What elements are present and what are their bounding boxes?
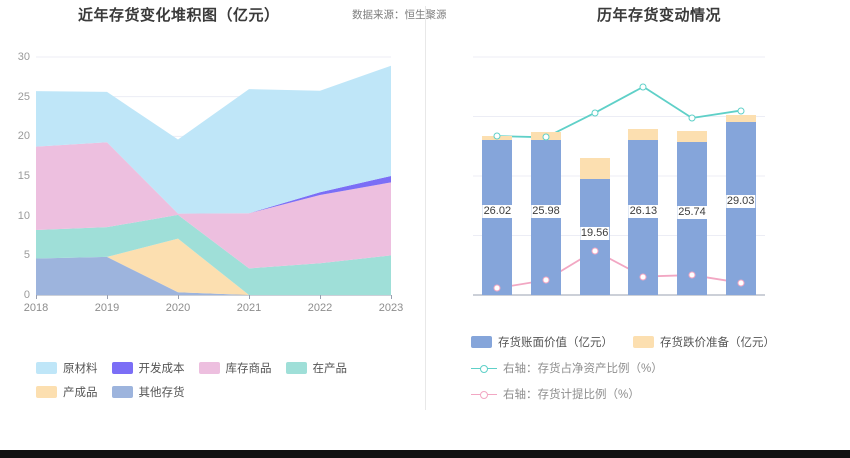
line-point (639, 273, 647, 281)
bottom-bar (0, 450, 850, 458)
ratio-lines-svg (473, 56, 765, 296)
legend-item-label: 右轴：存货计提比例（%） (503, 389, 640, 401)
bar-value-label: 25.98 (531, 205, 561, 219)
stacked-area-svg (36, 56, 391, 296)
legend-item-库存商品[interactable]: 库存商品 (198, 360, 272, 376)
right-chart-title: 历年存货变动情况 (597, 7, 722, 24)
data-source-note: 数据来源：恒生聚源 (352, 9, 447, 21)
line-series-右轴：存货占净资产比例（%） (496, 85, 742, 139)
bar-segment-book-value (725, 122, 756, 295)
bar-value-label: 26.13 (628, 204, 659, 218)
x-tick-mark (178, 295, 179, 299)
y-tick-label: 15 (17, 170, 30, 182)
legend-item-label: 存货账面价值（亿元） (498, 337, 613, 349)
legend-item-在产品[interactable]: 在产品 (285, 360, 348, 376)
bar-value-label: 19.56 (579, 227, 610, 241)
legend-item-右轴：存货占净资产比例（%）[interactable]: 右轴：存货占净资产比例（%） (471, 360, 663, 376)
legend-item-存货账面价值（亿元）[interactable]: 存货账面价值（亿元） (471, 334, 613, 350)
legend-item-label: 原材料 (63, 363, 98, 375)
right-chart-legend-line-2: 右轴：存货计提比例（%） (471, 386, 654, 402)
x-tick-label: 2018 (23, 302, 49, 314)
bar-segment-provision (725, 114, 756, 123)
x-tick-mark (391, 295, 392, 299)
line-point (542, 133, 550, 141)
left-chart-title: 近年存货变化堆积图（亿元） (78, 7, 280, 24)
legend-item-其他存货[interactable]: 其他存货 (111, 384, 185, 400)
bar-value-label: 29.03 (725, 194, 756, 208)
legend-swatch-存货账面价值（亿元） (471, 336, 492, 348)
x-tick-mark (107, 295, 108, 299)
legend-item-label: 库存商品 (225, 363, 272, 375)
x-tick-mark (36, 295, 37, 299)
y-tick-label: 0 (23, 289, 30, 301)
legend-line-swatch-右轴：存货计提比例（%） (471, 388, 497, 400)
right-chart-legend-bars: 存货账面价值（亿元） 存货跌价准备（亿元） (471, 334, 795, 350)
stacked-area-plot (36, 56, 391, 296)
line-point (542, 276, 550, 284)
inventory-bar-plot (473, 56, 765, 296)
legend-item-label: 右轴：存货占净资产比例（%） (503, 363, 663, 375)
x-tick-mark (249, 295, 250, 299)
legend-line-dot (480, 390, 488, 399)
legend-item-label: 产成品 (63, 387, 98, 399)
line-point (737, 279, 745, 287)
line-point (688, 271, 696, 279)
panel-divider (425, 6, 426, 410)
inventory-stacked-area-panel: 近年存货变化堆积图（亿元） 0 5 10 15 20 25 30 2018 2019 2020 20… (0, 0, 426, 448)
line-point (688, 114, 696, 122)
legend-item-产成品[interactable]: 产成品 (36, 384, 98, 400)
inventory-change-panel: 历年存货变动情况 0102030400204060802018201920202… (426, 0, 850, 448)
area-series-其他存货 (36, 256, 391, 295)
y-tick-label: 10 (17, 209, 30, 222)
legend-swatch-原材料 (36, 362, 57, 374)
legend-item-label: 其他存货 (138, 387, 185, 399)
legend-item-label: 存货跌价准备（亿元） (660, 337, 775, 349)
y-tick-label: 5 (23, 249, 30, 262)
line-point (591, 247, 599, 255)
x-tick-label: 2021 (236, 302, 262, 314)
legend-item-右轴：存货计提比例（%）[interactable]: 右轴：存货计提比例（%） (471, 386, 640, 402)
line-point (639, 83, 647, 91)
legend-line-dot (480, 364, 488, 373)
legend-swatch-存货跌价准备（亿元） (633, 336, 654, 348)
area-series-原材料 (36, 65, 391, 214)
legend-swatch-产成品 (36, 386, 57, 398)
bar-2023[interactable] (725, 114, 756, 295)
bar-segment-provision (579, 158, 610, 179)
legend-swatch-在产品 (285, 362, 307, 374)
legend-item-存货跌价准备（亿元）[interactable]: 存货跌价准备（亿元） (633, 334, 775, 350)
left-chart-legend-row-1: 原材料 开发成本 库存商品 在产品 (36, 360, 361, 376)
line-point (493, 284, 501, 292)
line-point (591, 109, 599, 117)
y-tick-label: 20 (17, 130, 30, 143)
x-tick-label: 2019 (94, 302, 120, 314)
legend-item-原材料[interactable]: 原材料 (36, 360, 98, 376)
line-point (493, 132, 501, 140)
x-tick-label: 2022 (307, 302, 333, 314)
bar-segment-provision (676, 131, 708, 142)
legend-swatch-库存商品 (198, 362, 220, 374)
x-tick-mark (320, 295, 321, 299)
legend-swatch-其他存货 (111, 386, 133, 398)
left-chart-legend-row-2: 产成品 其他存货 (36, 384, 199, 400)
legend-item-label: 在产品 (312, 363, 348, 375)
y-tick-label: 30 (17, 51, 30, 63)
bar-value-label: 26.02 (482, 205, 513, 219)
y-tick-label: 25 (17, 90, 30, 103)
legend-item-label: 开发成本 (138, 363, 185, 375)
area-series-在产品 (36, 214, 391, 295)
x-tick-label: 2023 (378, 302, 404, 314)
legend-line-swatch-右轴：存货占净资产比例（%） (471, 362, 497, 374)
area-series-产成品 (36, 238, 391, 295)
right-chart-legend-line-1: 右轴：存货占净资产比例（%） (471, 360, 677, 376)
bar-value-label: 25.74 (677, 206, 707, 220)
legend-swatch-开发成本 (111, 362, 133, 374)
legend-item-开发成本[interactable]: 开发成本 (111, 360, 185, 376)
area-series-库存商品 (36, 142, 391, 269)
x-tick-label: 2020 (165, 302, 191, 314)
bar-segment-provision (628, 128, 659, 140)
line-point (737, 107, 745, 115)
